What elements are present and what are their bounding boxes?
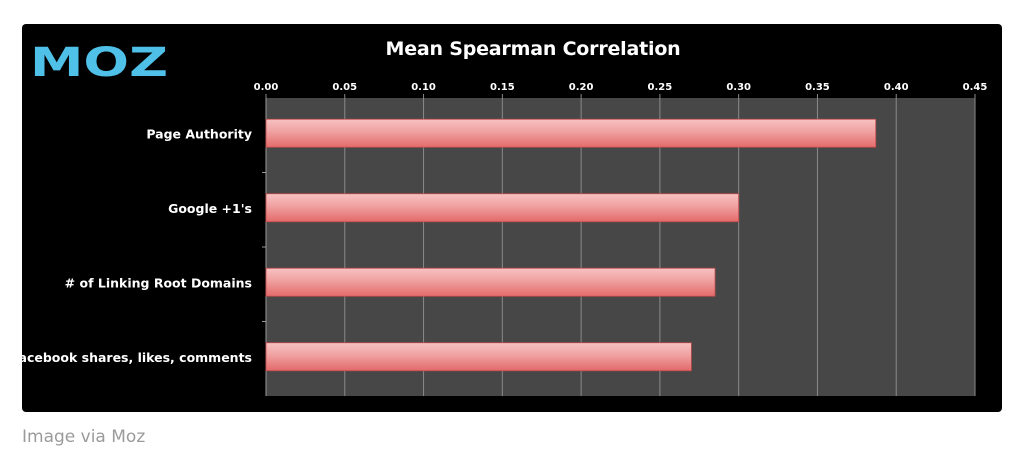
category-label: Page Authority <box>146 126 252 141</box>
bar <box>265 118 877 148</box>
x-tick-label: 0.30 <box>726 82 751 93</box>
bar <box>265 342 692 372</box>
x-tick-label: 0.10 <box>411 82 436 93</box>
x-tick-label: 0.45 <box>963 82 988 93</box>
bar <box>265 267 716 297</box>
chart-title: Mean Spearman Correlation <box>385 38 681 60</box>
category-label: Google +1's <box>168 201 252 216</box>
x-tick-label: 0.25 <box>648 82 673 93</box>
moz-logo: MOZ <box>30 44 168 78</box>
x-tick-label: 0.35 <box>805 82 830 93</box>
moz-logo-text: MOZ <box>30 44 168 78</box>
x-tick-label: 0.00 <box>254 82 279 93</box>
x-tick-label: 0.05 <box>332 82 357 93</box>
category-label: # of Linking Root Domains <box>65 275 252 290</box>
category-label: Facebook shares, likes, comments <box>11 350 252 365</box>
x-tick-label: 0.40 <box>884 82 909 93</box>
bar <box>265 193 740 223</box>
image-caption: Image via Moz <box>22 427 146 447</box>
x-tick-label: 0.15 <box>490 82 515 93</box>
x-tick-label: 0.20 <box>569 82 594 93</box>
